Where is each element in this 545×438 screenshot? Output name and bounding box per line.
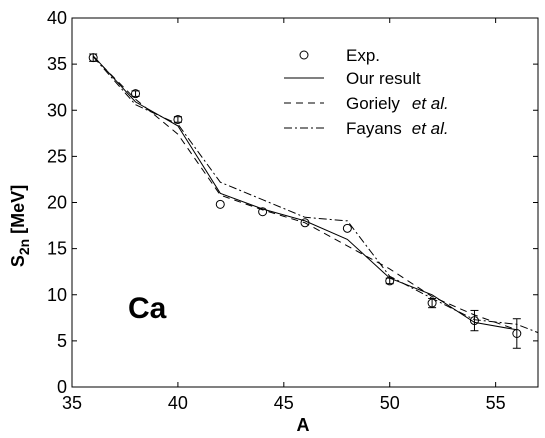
x-tick-label: 35 — [62, 393, 82, 413]
legend: Exp. Our result Goriely et al. Fayans et a… — [284, 46, 449, 138]
legend-exp-label: Exp. — [346, 46, 380, 65]
legend-fayans-label: Fayans et al. — [346, 119, 449, 138]
legend-fayans-suffix: et al. — [412, 119, 449, 138]
y-axis-title-main: S — [8, 255, 28, 267]
exp-point — [258, 207, 268, 217]
legend-goriely-suffix: et al. — [412, 94, 449, 113]
y-tick-label: 5 — [57, 331, 67, 351]
exp-point — [215, 199, 225, 209]
element-label: Ca — [128, 292, 167, 325]
y-tick-label: 10 — [47, 285, 67, 305]
legend-goriely-name: Goriely — [346, 94, 400, 113]
y-axis-title-unit: [MeV] — [8, 185, 28, 234]
y-tick-label: 25 — [47, 146, 67, 166]
x-tick-label: 55 — [486, 393, 506, 413]
legend-fayans-name: Fayans — [346, 119, 402, 138]
exp-point — [385, 276, 395, 286]
fayans-line — [92, 56, 539, 334]
legend-goriely-label: Goriely et al. — [346, 94, 449, 113]
exp-point — [300, 218, 310, 228]
y-tick-label: 35 — [47, 54, 67, 74]
x-axis-title: A — [297, 415, 310, 435]
y-axis-title-sub: 2n — [16, 239, 32, 255]
legend-our-label: Our result — [346, 69, 421, 88]
y-axis-title: S2n [MeV] — [8, 185, 32, 267]
exp-point — [469, 316, 479, 326]
x-tick-label: 50 — [380, 393, 400, 413]
y-tick-label: 30 — [47, 100, 67, 120]
exp-point — [427, 298, 437, 308]
goriely-line — [92, 56, 517, 331]
y-tick-label: 40 — [47, 8, 67, 28]
y-tick-label: 15 — [47, 239, 67, 259]
x-tick-label: 45 — [274, 393, 294, 413]
plot-frame — [71, 17, 539, 388]
exp-point — [342, 223, 352, 233]
x-tick-label: 40 — [168, 393, 188, 413]
exp-point — [88, 53, 98, 63]
exp-point — [131, 89, 141, 99]
our-result-line — [92, 55, 517, 331]
y-tick-label: 20 — [47, 193, 67, 213]
exp-point — [173, 114, 183, 124]
exp-point — [512, 328, 522, 338]
legend-exp-marker — [299, 50, 309, 60]
y-tick-label: 0 — [57, 377, 67, 397]
